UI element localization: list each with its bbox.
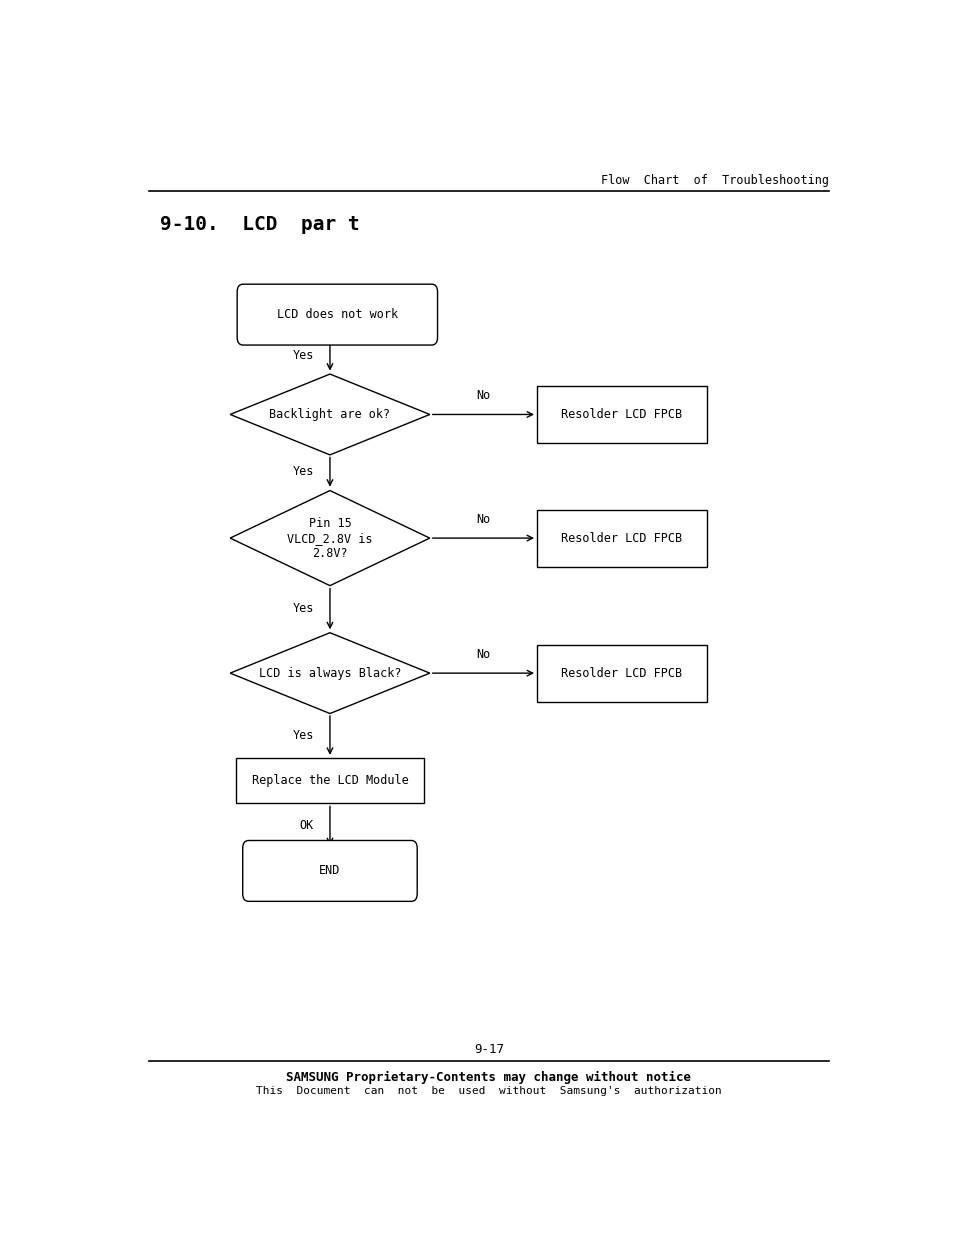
- Text: LCD does not work: LCD does not work: [276, 308, 397, 321]
- Text: Backlight are ok?: Backlight are ok?: [269, 408, 390, 421]
- Text: OK: OK: [299, 819, 314, 832]
- Text: LCD is always Black?: LCD is always Black?: [258, 667, 401, 679]
- Text: Yes: Yes: [292, 466, 314, 478]
- Text: Resolder LCD FPCB: Resolder LCD FPCB: [561, 531, 681, 545]
- FancyBboxPatch shape: [242, 841, 416, 902]
- Text: 9-17: 9-17: [474, 1044, 503, 1056]
- Bar: [537, 387, 706, 443]
- Text: SAMSUNG Proprietary-Contents may change without notice: SAMSUNG Proprietary-Contents may change …: [286, 1071, 691, 1083]
- Text: Yes: Yes: [292, 350, 314, 362]
- Text: Resolder LCD FPCB: Resolder LCD FPCB: [561, 667, 681, 679]
- Text: Yes: Yes: [292, 729, 314, 742]
- Polygon shape: [230, 374, 429, 454]
- Text: END: END: [319, 864, 340, 877]
- Text: Resolder LCD FPCB: Resolder LCD FPCB: [561, 408, 681, 421]
- Bar: [537, 510, 706, 567]
- Text: Pin 15
VLCD_2.8V is
2.8V?: Pin 15 VLCD_2.8V is 2.8V?: [287, 516, 373, 559]
- Text: Yes: Yes: [292, 603, 314, 615]
- Text: No: No: [476, 389, 490, 403]
- Text: Replace the LCD Module: Replace the LCD Module: [252, 774, 408, 787]
- Polygon shape: [230, 632, 429, 714]
- Polygon shape: [230, 490, 429, 585]
- Bar: [537, 645, 706, 701]
- FancyBboxPatch shape: [237, 284, 437, 345]
- Text: No: No: [476, 648, 490, 661]
- Bar: [235, 758, 424, 804]
- Text: Flow  Chart  of  Troubleshooting: Flow Chart of Troubleshooting: [600, 174, 828, 186]
- Text: No: No: [476, 513, 490, 526]
- Text: This  Document  can  not  be  used  without  Samsung's  authorization: This Document can not be used without Sa…: [255, 1086, 721, 1095]
- Text: 9-10.  LCD  par t: 9-10. LCD par t: [160, 215, 359, 233]
